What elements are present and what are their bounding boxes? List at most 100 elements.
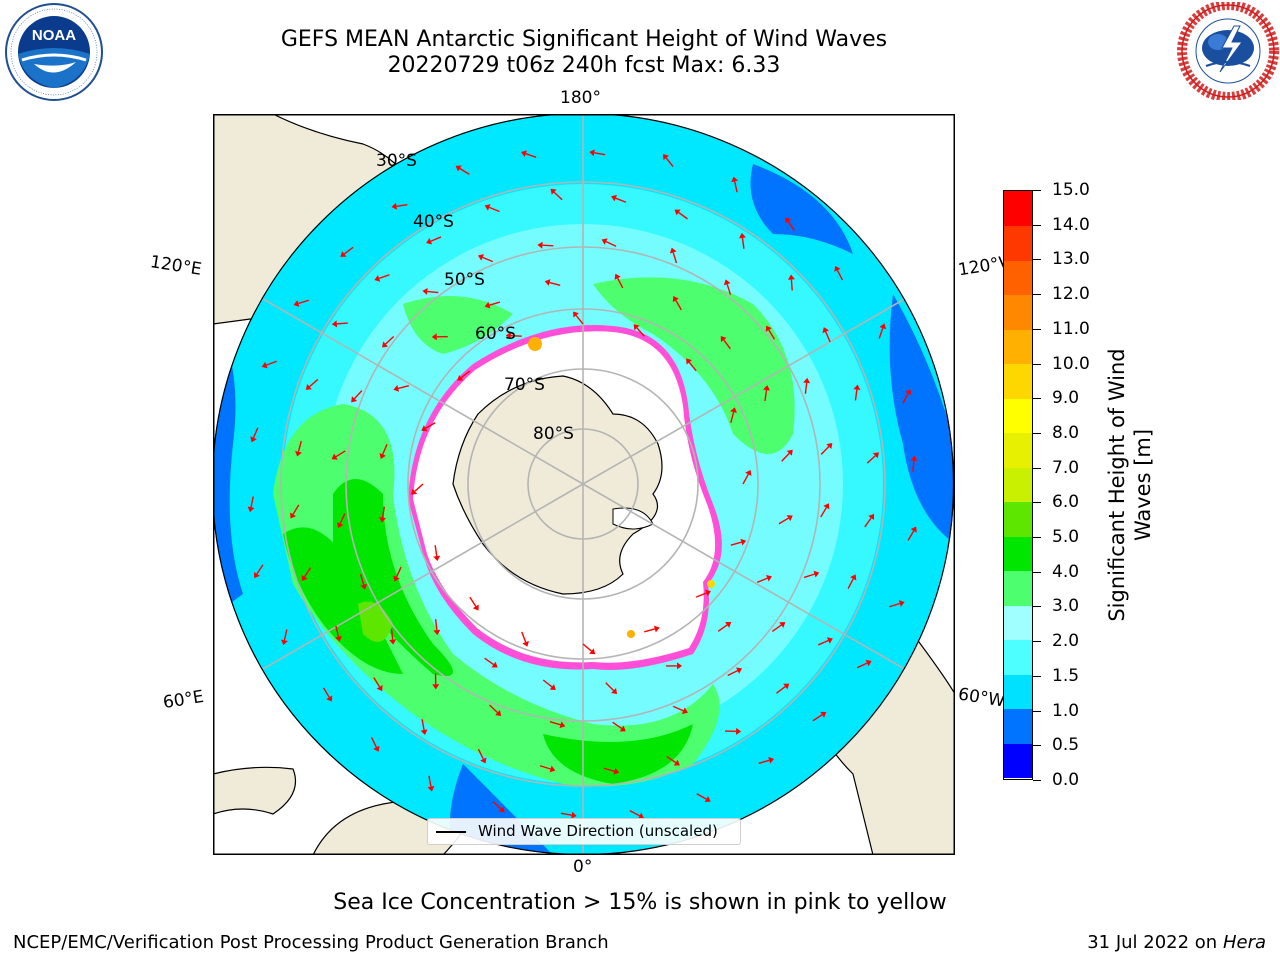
legend-line-swatch	[436, 831, 466, 833]
wave-arrow-shaft	[521, 631, 527, 643]
wave-arrow-shaft	[335, 625, 340, 637]
wave-arrow-head	[480, 757, 487, 764]
wave-arrow-shaft	[373, 677, 381, 688]
lon-label-60e: 60°E	[161, 686, 206, 714]
wave-arrow-head	[261, 361, 268, 369]
wave-arrow-head	[326, 695, 333, 702]
wave-arrow-shaft	[889, 602, 901, 608]
polar-map	[213, 114, 955, 855]
wave-arrow-shaft	[309, 378, 319, 388]
wave-arrow-shaft	[385, 336, 395, 345]
colorbar-tick	[1033, 328, 1041, 330]
wave-arrow-shaft	[730, 541, 742, 546]
wave-arrow-shaft	[283, 629, 288, 641]
colorbar-tick-label: 7.0	[1052, 457, 1080, 478]
date-text: 31 Jul 2022 on	[1087, 932, 1218, 953]
wave-arrow-shaft	[912, 460, 915, 472]
wave-arrow-head	[611, 688, 618, 695]
wave-arrow-head	[677, 662, 683, 670]
wave-arrow-shaft	[428, 775, 432, 787]
wave-arrow-head	[491, 661, 498, 668]
wave-arrow-shaft	[252, 427, 259, 439]
wave-arrow-head	[455, 165, 462, 172]
wave-arrow-shaft	[768, 329, 776, 340]
wave-arrow-head	[335, 636, 342, 642]
wave-arrow-head	[619, 725, 626, 732]
wave-arrow-shaft	[636, 327, 645, 337]
wave-arrow-head	[813, 570, 820, 578]
wave-arrow-shaft	[820, 507, 827, 518]
noaa-logo: NOAA	[5, 3, 103, 101]
wave-arrow-shaft	[469, 596, 477, 607]
wave-arrow-shaft	[250, 496, 254, 508]
colorbar-tick-label: 8.0	[1052, 422, 1080, 443]
wave-arrow-shaft	[864, 517, 872, 528]
wave-arrow-shaft	[542, 679, 553, 688]
lon-label-60w: 60°W	[956, 684, 1007, 712]
wave-arrow-head	[779, 622, 786, 628]
wave-arrow-shaft	[292, 504, 300, 515]
colorbar-tick	[1033, 606, 1041, 608]
wave-arrow-head	[786, 449, 793, 456]
wave-arrow-shaft	[477, 748, 484, 760]
wave-arrow-head	[381, 341, 389, 348]
wave-arrow-shaft	[304, 567, 312, 578]
wave-arrow-shaft	[866, 455, 876, 464]
lat-label-40s: 40°S	[413, 212, 454, 232]
wave-arrow-shaft	[730, 411, 735, 423]
wave-arrow-head	[295, 450, 302, 457]
wave-arrow-head	[834, 265, 841, 272]
wave-arrow-shaft	[605, 240, 617, 247]
wave-arrow-shaft	[560, 812, 572, 816]
wave-arrow-head	[614, 273, 621, 280]
wave-arrow-head	[331, 320, 338, 328]
colorbar-segment	[1004, 674, 1032, 710]
wave-arrow-head	[905, 389, 912, 396]
wave-arrow-shaft	[266, 360, 277, 366]
colorbar-segment	[1004, 639, 1032, 675]
wave-arrow-head	[672, 296, 679, 303]
wave-arrow-head	[768, 756, 775, 764]
wave-arrow-head	[589, 648, 596, 655]
wave-arrow-shaft	[430, 236, 442, 242]
wave-arrow-head	[786, 515, 793, 522]
wave-arrow-head	[637, 812, 645, 819]
wave-arrow-head	[823, 503, 830, 510]
colorbar-segment	[1004, 570, 1032, 606]
wave-arrow-shaft	[764, 389, 768, 402]
map-legend: Wind Wave Direction (unscaled)	[427, 818, 741, 845]
colorbar-tick-label: 9.0	[1052, 388, 1080, 409]
wave-arrow-head	[374, 275, 381, 282]
wave-arrow-head	[589, 149, 595, 157]
wave-arrow-head	[783, 683, 790, 690]
wave-arrow-shaft	[672, 705, 684, 712]
wave-arrow-head	[669, 247, 677, 254]
wave-arrow-head	[389, 639, 397, 645]
wave-arrow-head	[521, 150, 527, 157]
machine-name: Hera	[1222, 932, 1266, 953]
lon-label-120e: 120°E	[148, 252, 203, 280]
wave-arrow-head	[254, 571, 260, 579]
wave-arrow-head	[725, 622, 732, 628]
wave-arrow-shaft	[382, 443, 388, 455]
wave-arrow-shaft	[336, 322, 348, 325]
wave-arrow-head	[704, 796, 711, 803]
wave-arrow-head	[559, 721, 566, 729]
wave-arrow-head	[653, 625, 660, 633]
wave-arrow-head	[673, 759, 680, 766]
wave-arrow-head	[681, 707, 688, 714]
colorbar-tick	[1033, 398, 1041, 400]
wave-arrow-shaft	[553, 191, 563, 201]
wave-arrow-shaft	[756, 577, 768, 584]
wave-arrow-head	[850, 574, 857, 581]
wave-arrow-head	[910, 526, 917, 533]
wave-arrow-head	[411, 488, 418, 495]
wave-arrow-shaft	[688, 361, 697, 372]
wave-arrow-head	[393, 575, 400, 582]
colorbar-tick-label: 14.0	[1052, 214, 1090, 235]
lat-label-80s: 80°S	[533, 424, 574, 444]
wave-arrow-shaft	[733, 181, 738, 193]
colorbar-segment	[1004, 467, 1032, 503]
colorbar-tick-label: 5.0	[1052, 527, 1080, 548]
chart-title: GEFS MEAN Antarctic Significant Height o…	[280, 27, 888, 52]
